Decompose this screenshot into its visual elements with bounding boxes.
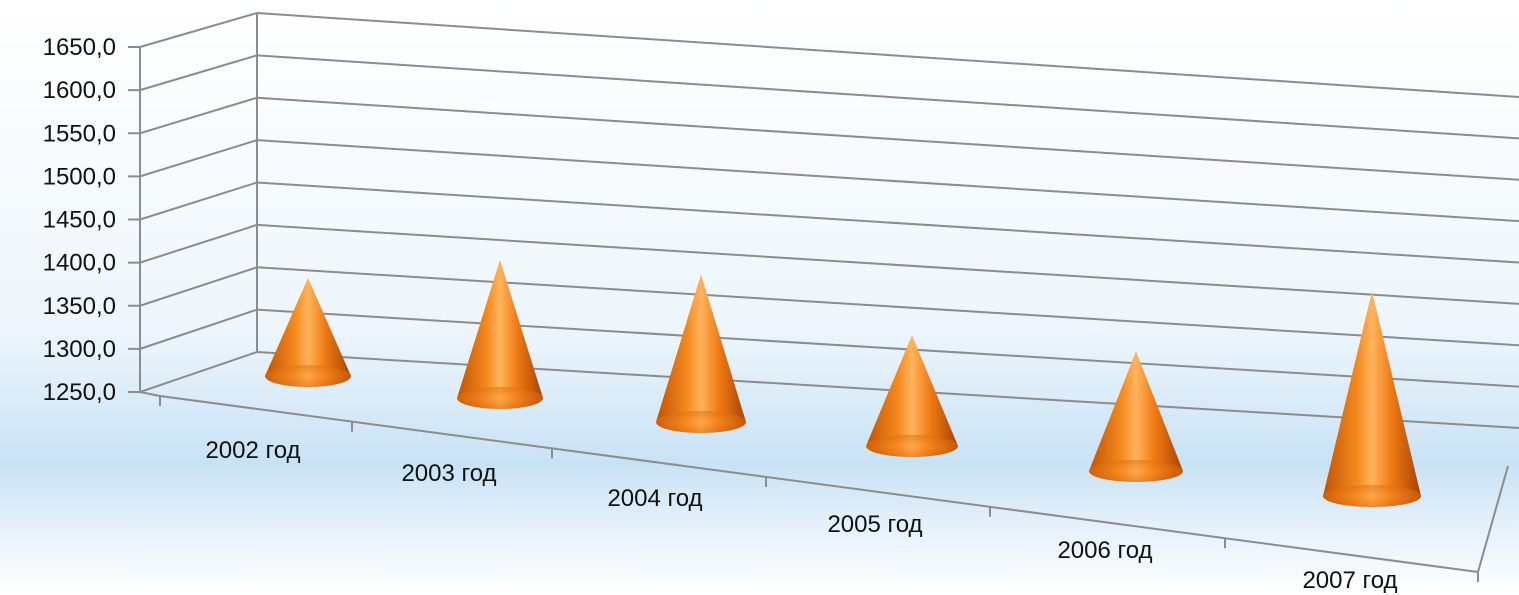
cone-bar	[1323, 291, 1421, 507]
back-gridline	[256, 223, 1519, 305]
grid-layer	[139, 12, 1519, 429]
x-category-label: 2006 год	[1057, 537, 1152, 564]
side-gridline	[139, 139, 258, 178]
cone-body	[1089, 351, 1183, 482]
back-gridline	[256, 351, 1519, 429]
floor-left-edge	[139, 391, 161, 397]
y-tick-label: 1550,0	[43, 120, 116, 147]
x-axis-line	[159, 395, 1479, 573]
x-category-label: 2005 год	[827, 511, 922, 538]
cone-body	[656, 274, 746, 433]
cone-body	[457, 259, 543, 409]
axis-layer	[128, 13, 1509, 582]
side-gridline	[139, 54, 258, 92]
cone-base	[1089, 460, 1183, 482]
cone-body	[1323, 291, 1421, 507]
x-category-label: 2002 год	[205, 437, 300, 464]
y-tick-label: 1300,0	[43, 336, 116, 363]
back-gridline	[256, 308, 1519, 388]
cone-bar	[866, 335, 958, 457]
y-tick-label: 1650,0	[43, 34, 116, 61]
cone-bar	[457, 259, 543, 409]
y-tick-label: 1500,0	[43, 163, 116, 190]
cone-bar	[1089, 351, 1183, 482]
y-tick-label: 1350,0	[43, 293, 116, 320]
cone-base	[866, 435, 958, 457]
floor-right-edge	[1477, 465, 1509, 573]
x-category-label: 2007 год	[1302, 567, 1397, 594]
back-gridline	[256, 266, 1519, 347]
x-category-labels: 2002 год 2003 год 2004 год 2005 год 2006 год…	[205, 437, 1397, 594]
back-gridline	[256, 96, 1519, 181]
side-gridline	[139, 308, 258, 350]
cone-body	[866, 335, 958, 457]
x-category-label: 2004 год	[607, 485, 702, 512]
x-category-label: 2003 год	[401, 460, 496, 487]
side-gridline	[139, 12, 258, 48]
y-tick-label: 1600,0	[43, 77, 116, 104]
y-tick-label: 1250,0	[43, 379, 116, 406]
cone-base	[457, 387, 543, 409]
y-tick-labels: 1250,0 1300,0 1350,0 1400,0 1450,0 1500,0 1550…	[43, 34, 116, 406]
cone-series	[265, 259, 1421, 507]
cone-base	[265, 365, 351, 387]
y-tick-label: 1450,0	[43, 207, 116, 234]
side-gridline	[139, 181, 258, 221]
cone-body	[265, 277, 351, 387]
side-gridline	[139, 351, 258, 393]
y-tick-label: 1400,0	[43, 250, 116, 277]
back-gridline	[256, 54, 1519, 140]
side-gridline	[139, 223, 258, 264]
cone-base	[656, 411, 746, 433]
back-gridline	[256, 139, 1519, 223]
side-gridline	[139, 266, 258, 307]
back-gridline	[256, 12, 1519, 98]
side-gridline	[139, 96, 258, 135]
cone-bar	[656, 274, 746, 433]
cone-bar	[265, 277, 351, 387]
back-gridline	[256, 181, 1519, 264]
cone-base	[1323, 485, 1421, 507]
